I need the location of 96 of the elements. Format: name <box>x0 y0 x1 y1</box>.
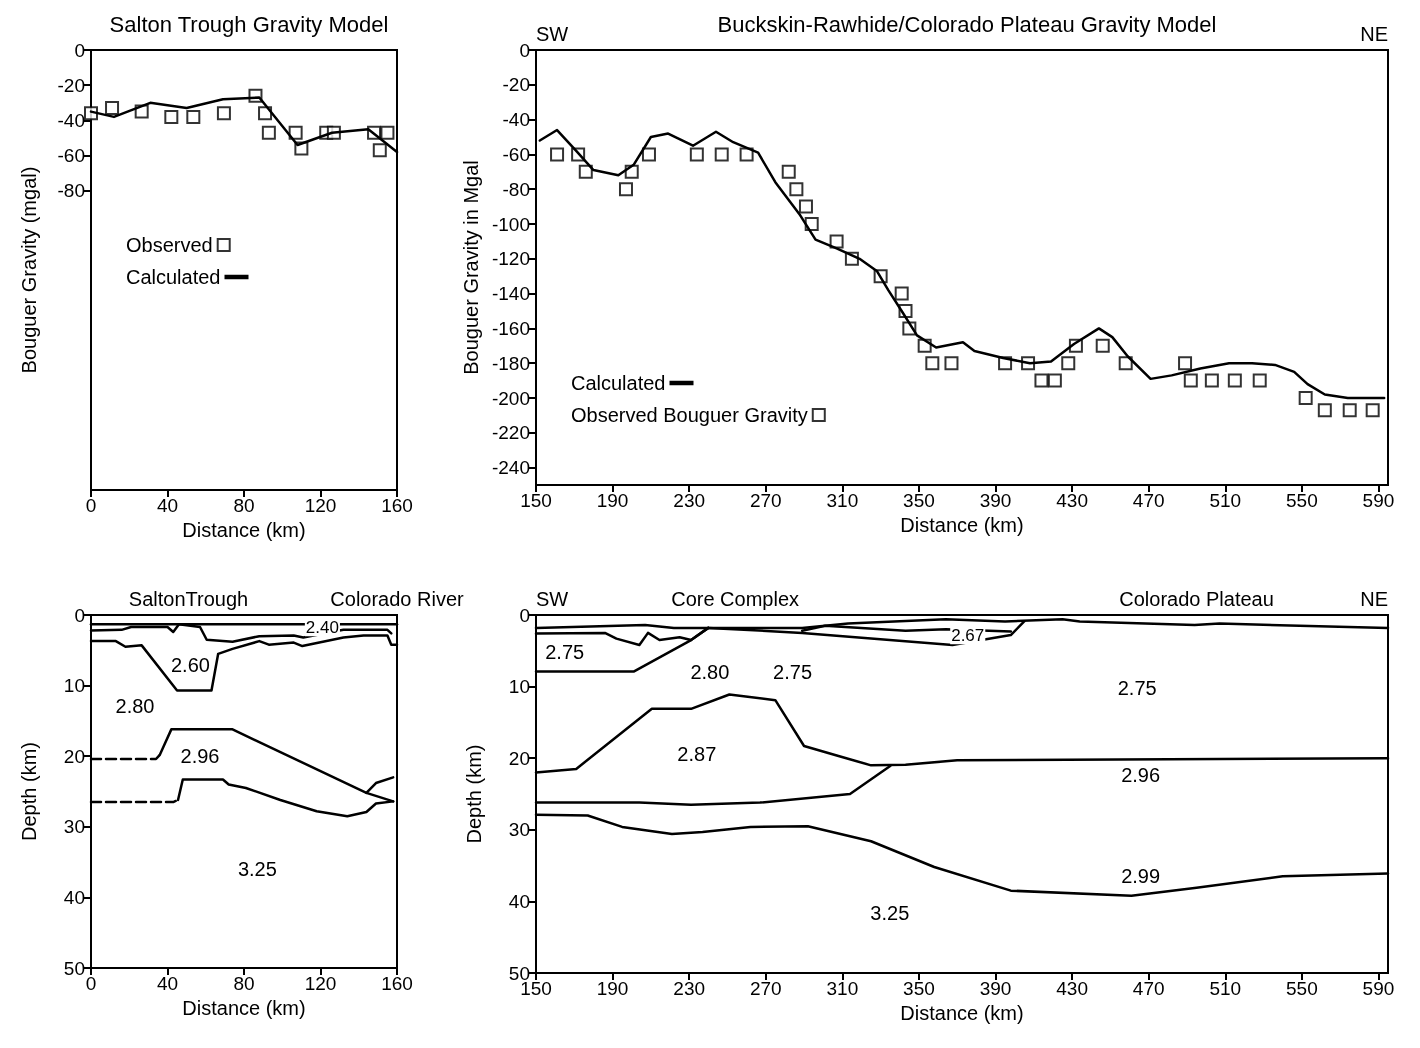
legend-label: Observed Bouguer Gravity <box>571 404 808 426</box>
annotation: 2.80 <box>690 661 730 684</box>
y-tick-label: -40 <box>502 109 530 131</box>
y-tick-label: 20 <box>63 745 85 767</box>
annotation: 2.75 <box>1117 677 1157 700</box>
annotation: 2.67 <box>951 626 985 646</box>
x-tick-label: 430 <box>1056 978 1088 999</box>
y-tick-label: 30 <box>508 819 530 841</box>
text: NE <box>1360 23 1388 45</box>
x-tick-label: 390 <box>979 978 1012 999</box>
x-tick-label: 40 <box>156 973 179 994</box>
y-tick-label: -140 <box>491 283 530 305</box>
annotation: 2.40 <box>305 618 339 638</box>
y-axis-title: Depth (km) <box>463 744 485 844</box>
y-axis-title: Bouguer Gravity (mgal) <box>18 166 40 374</box>
y-axis-title: Bouguer Gravity in Mgal <box>460 160 483 375</box>
x-tick-label: 80 <box>233 495 255 516</box>
text: SaltonTrough <box>128 588 249 610</box>
y-tick-label: 40 <box>63 886 85 908</box>
legend-label: Calculated <box>570 372 666 394</box>
annotation: 2.96 <box>180 745 220 768</box>
x-tick-label: 550 <box>1285 978 1318 999</box>
text: NE <box>1360 588 1388 610</box>
y-axis-title: Depth (km) <box>18 742 40 841</box>
x-axis-title: Distance (km) <box>900 1001 1024 1024</box>
x-axis-title: Distance (km) <box>182 518 306 541</box>
y-tick-label: -160 <box>491 317 530 339</box>
annotation: 2.99 <box>1121 865 1161 888</box>
x-tick-label: 590 <box>1362 490 1395 511</box>
y-tick-label: 0 <box>74 39 85 61</box>
x-tick-label: 80 <box>233 973 255 994</box>
x-tick-label: 390 <box>979 490 1012 511</box>
x-tick-label: 310 <box>826 490 859 511</box>
x-tick-label: 270 <box>749 490 782 511</box>
chart-title: Salton Trough Gravity Model <box>109 11 389 37</box>
y-tick-label: 40 <box>508 890 530 912</box>
x-tick-label: 40 <box>156 495 179 516</box>
x-tick-label: 230 <box>673 490 706 511</box>
x-tick-label: 510 <box>1209 490 1242 511</box>
annotation: 2.60 <box>170 654 210 677</box>
annotation: 2.87 <box>677 742 717 765</box>
y-tick-label: -80 <box>57 180 85 202</box>
x-tick-label: 590 <box>1362 978 1395 999</box>
y-tick-label: -20 <box>57 74 85 96</box>
annotation: 3.25 <box>870 901 910 924</box>
y-tick-label: -220 <box>491 422 530 444</box>
y-tick-label: -40 <box>57 109 85 131</box>
y-tick-label: 0 <box>74 604 85 626</box>
y-tick-label: 10 <box>508 676 530 698</box>
x-tick-label: 510 <box>1209 978 1242 999</box>
y-tick-label: -20 <box>502 74 530 96</box>
y-tick-label: -80 <box>502 178 530 200</box>
legend-label: Calculated <box>125 266 221 288</box>
x-tick-label: 120 <box>304 495 337 516</box>
x-tick-label: 190 <box>596 978 629 999</box>
annotation: 2.80 <box>115 695 155 718</box>
annotation: 2.96 <box>1121 763 1161 786</box>
y-tick-label: 20 <box>508 747 530 769</box>
legend-label: Observed <box>125 234 213 256</box>
x-tick-label: 430 <box>1056 490 1088 511</box>
y-tick-label: 0 <box>519 39 530 61</box>
annotation: 3.25 <box>237 858 277 881</box>
text: Colorado River <box>330 588 465 610</box>
x-tick-label: 310 <box>826 978 859 999</box>
text: SW <box>536 588 569 610</box>
x-tick-label: 160 <box>381 973 413 994</box>
x-tick-label: 160 <box>381 495 413 516</box>
y-tick-label: 50 <box>63 957 85 979</box>
x-tick-label: 230 <box>673 978 706 999</box>
y-tick-label: 10 <box>63 675 85 697</box>
x-tick-label: 350 <box>903 978 935 999</box>
x-tick-label: 270 <box>749 978 782 999</box>
text: SW <box>536 23 569 45</box>
x-axis-title: Distance (km) <box>900 513 1024 536</box>
y-tick-label: -100 <box>491 213 530 235</box>
y-tick-label: -60 <box>57 145 85 167</box>
x-tick-label: 470 <box>1132 978 1165 999</box>
x-tick-label: 350 <box>903 490 935 511</box>
y-tick-label: -200 <box>491 387 530 409</box>
y-tick-label: -120 <box>491 248 530 270</box>
annotation: 2.75 <box>545 641 585 664</box>
x-tick-label: 550 <box>1285 490 1318 511</box>
x-tick-label: 470 <box>1132 490 1165 511</box>
text: Core Complex <box>671 588 800 610</box>
y-tick-label: 0 <box>519 604 530 626</box>
x-tick-label: 190 <box>596 490 629 511</box>
x-tick-label: 150 <box>520 490 552 511</box>
y-tick-label: 30 <box>63 816 85 838</box>
y-tick-label: -240 <box>491 457 530 479</box>
x-axis-title: Distance (km) <box>182 996 306 1019</box>
y-tick-label: -180 <box>491 352 530 374</box>
y-tick-label: -60 <box>502 143 530 165</box>
text: Colorado Plateau <box>1119 588 1274 610</box>
annotation: 2.75 <box>773 661 813 684</box>
x-tick-label: 120 <box>304 973 337 994</box>
chart-title: Buckskin-Rawhide/Colorado Plateau Gravity Model <box>717 11 1217 37</box>
